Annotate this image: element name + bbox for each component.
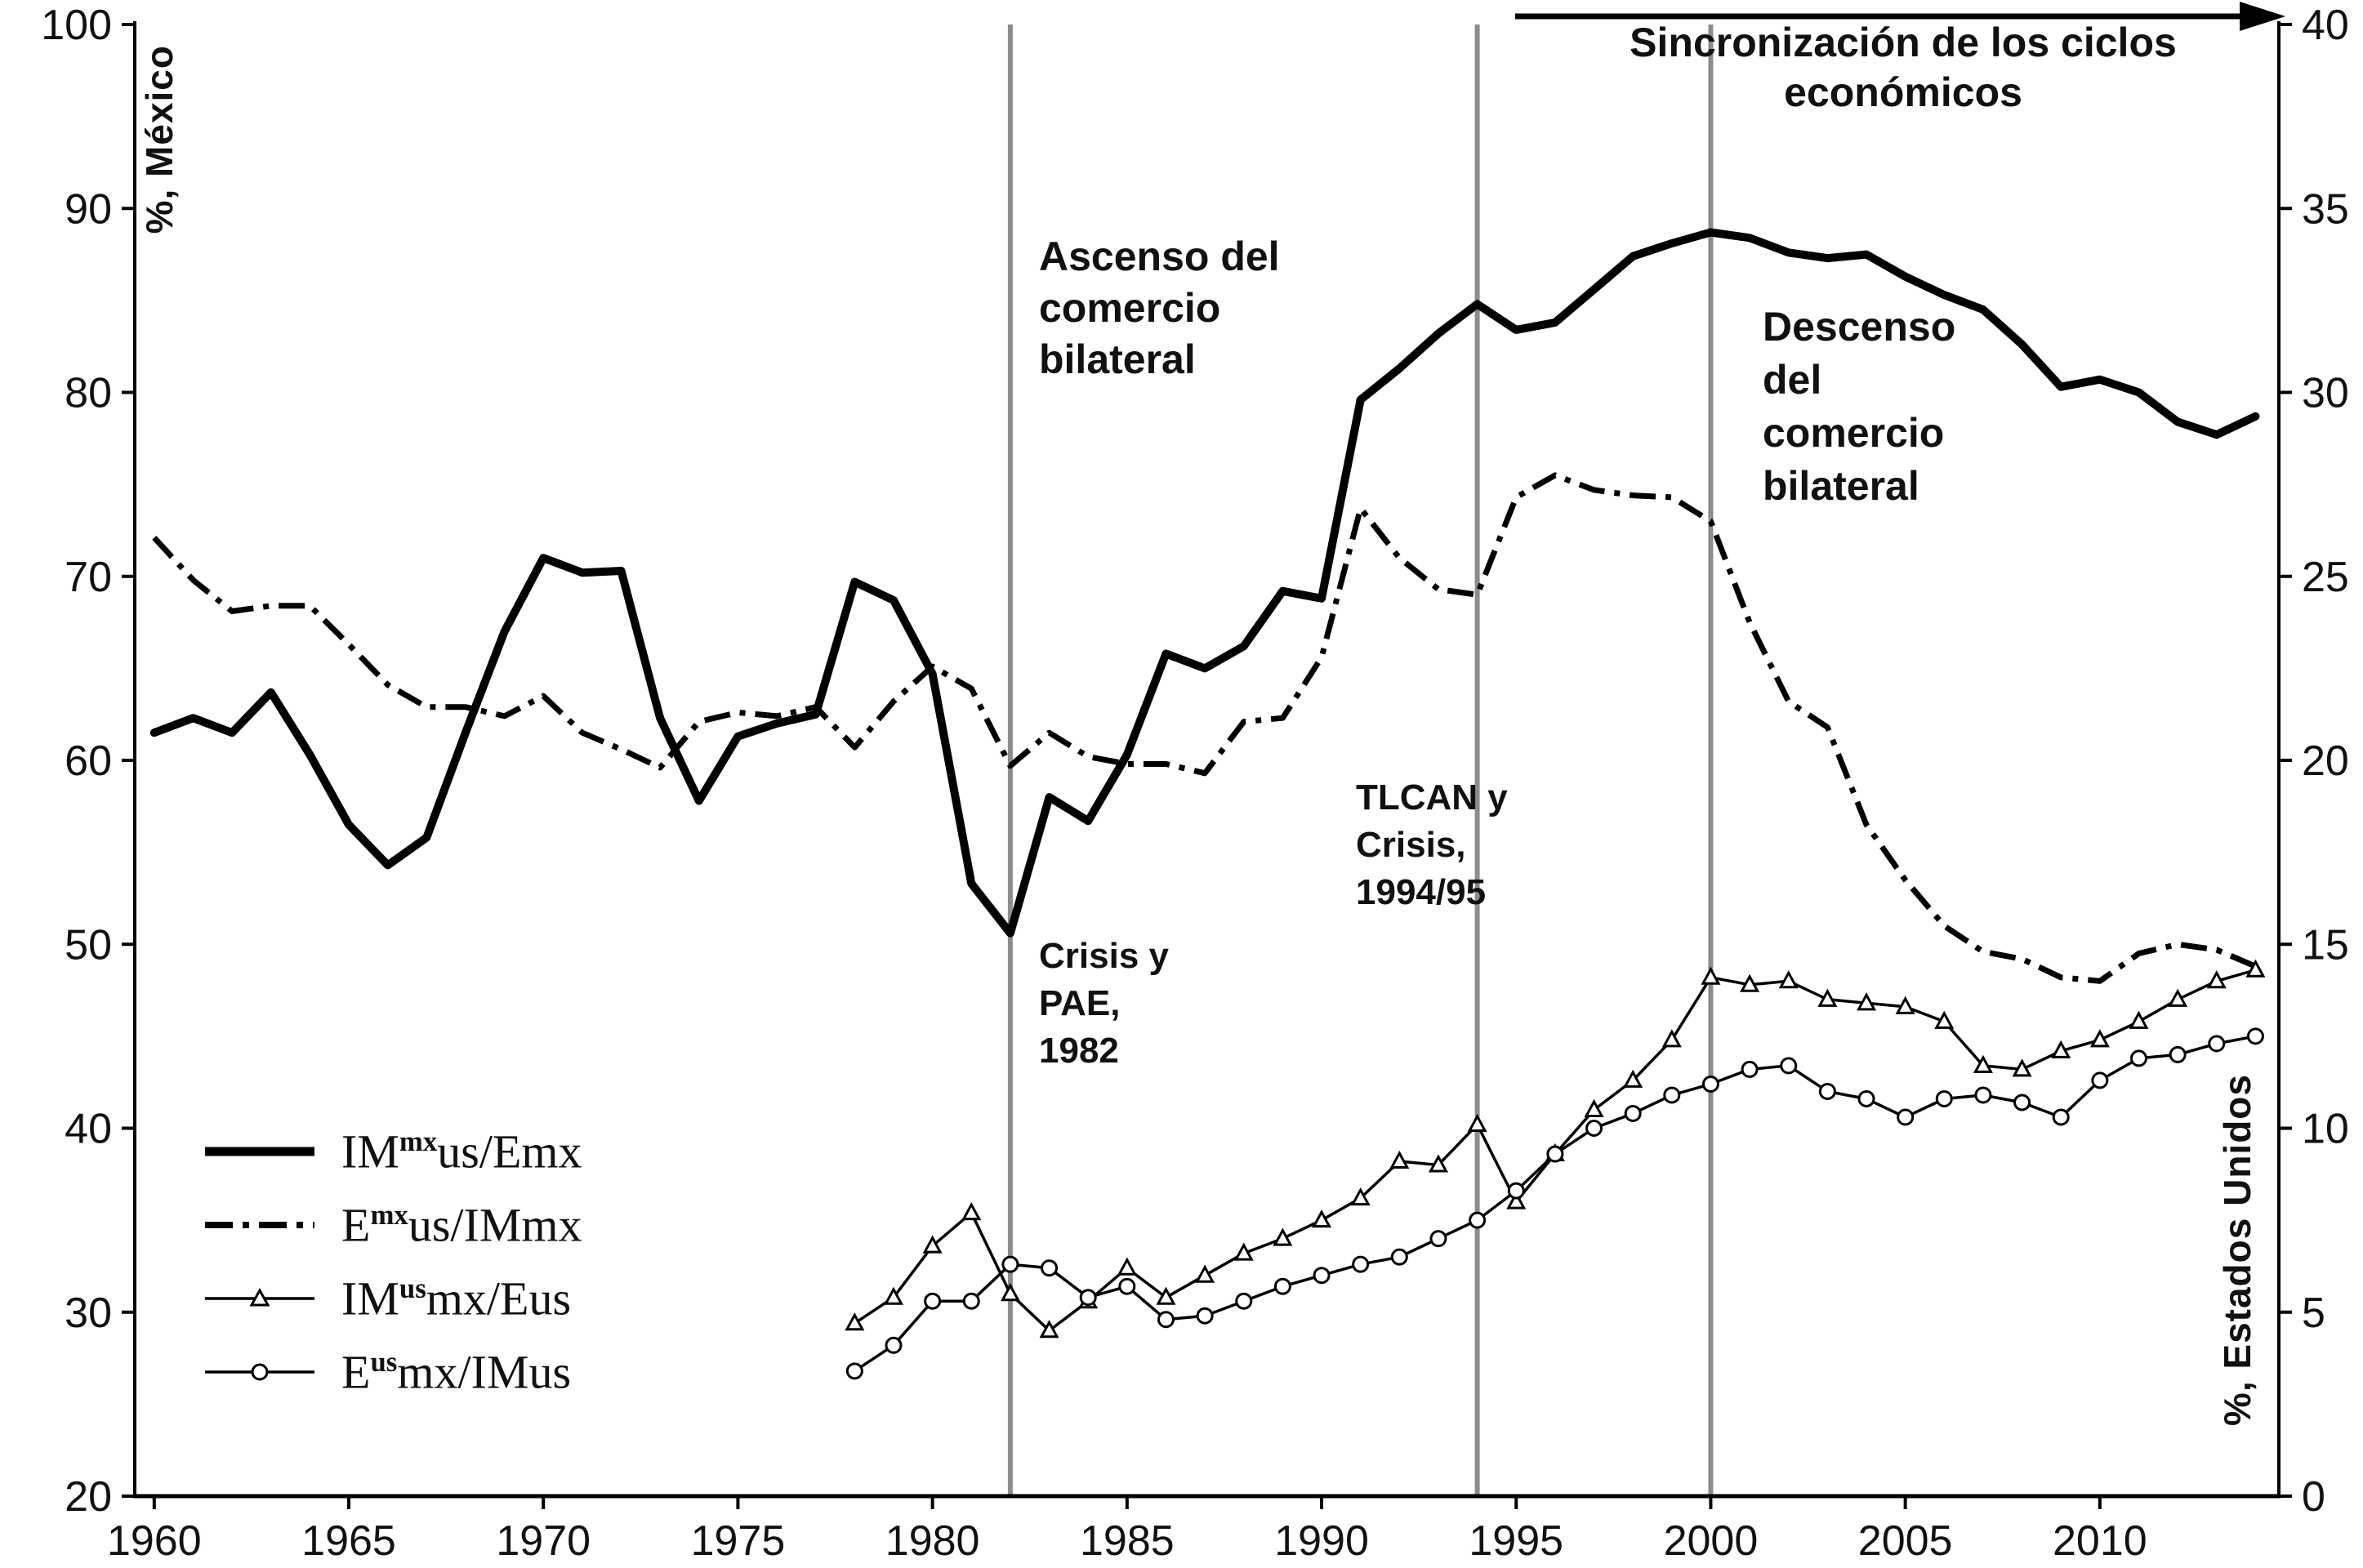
svg-text:1965: 1965 bbox=[301, 1517, 396, 1565]
legend-label: IMmxus/Emx bbox=[341, 1125, 582, 1178]
right-axis-title: %, Estados Unidos bbox=[2216, 1074, 2258, 1427]
svg-text:70: 70 bbox=[65, 554, 112, 601]
svg-text:100: 100 bbox=[41, 2, 112, 49]
annotation-ascenso-comercio: Ascenso del comercio bilateral bbox=[1039, 234, 1280, 382]
svg-text:80: 80 bbox=[65, 370, 112, 417]
svg-text:1985: 1985 bbox=[1080, 1517, 1175, 1565]
svg-text:2005: 2005 bbox=[1858, 1517, 1953, 1565]
legend-label-post: mx/Eus bbox=[426, 1272, 572, 1325]
triangle-marker-line-icon bbox=[203, 1288, 317, 1309]
svg-text:1990: 1990 bbox=[1274, 1517, 1369, 1565]
svg-text:20: 20 bbox=[2302, 737, 2349, 785]
svg-text:2000: 2000 bbox=[1664, 1517, 1759, 1565]
legend-label-sup: us bbox=[370, 1345, 398, 1378]
annotation-tlcan-crisis-1994-95: TLCAN y Crisis, 1994/95 bbox=[1356, 777, 1508, 913]
svg-text:35: 35 bbox=[2302, 185, 2349, 233]
legend-item-eusmx-imus: Eusmx/IMus bbox=[203, 1346, 582, 1398]
left-axis-title: %, México bbox=[138, 45, 181, 234]
svg-text:0: 0 bbox=[2302, 1473, 2325, 1521]
thick-solid-line-icon bbox=[203, 1141, 317, 1162]
legend-label-post: us/Emx bbox=[437, 1125, 582, 1178]
svg-text:50: 50 bbox=[65, 921, 112, 969]
svg-text:20: 20 bbox=[65, 1473, 112, 1521]
svg-text:5: 5 bbox=[2302, 1290, 2325, 1337]
legend-label-pre: IM bbox=[341, 1272, 399, 1325]
svg-text:1995: 1995 bbox=[1469, 1517, 1563, 1565]
svg-text:40: 40 bbox=[65, 1106, 112, 1153]
legend-label-sup: mx bbox=[399, 1125, 438, 1157]
svg-text:60: 60 bbox=[65, 737, 112, 785]
legend-label-pre: IM bbox=[341, 1125, 399, 1178]
dash-dot-line-icon bbox=[203, 1214, 317, 1236]
svg-text:10: 10 bbox=[2302, 1106, 2349, 1153]
circle-marker-line-icon bbox=[203, 1361, 317, 1383]
annotation-crisis-pae-1982: Crisis y PAE, 1982 bbox=[1039, 936, 1169, 1071]
svg-text:30: 30 bbox=[2302, 370, 2349, 417]
legend-label-pre: E bbox=[341, 1198, 371, 1252]
svg-text:2010: 2010 bbox=[2053, 1517, 2147, 1565]
svg-text:1975: 1975 bbox=[691, 1517, 786, 1565]
legend-label-post: mx/IMus bbox=[397, 1345, 572, 1399]
svg-text:1960: 1960 bbox=[107, 1517, 202, 1565]
svg-text:90: 90 bbox=[65, 185, 112, 233]
svg-text:15: 15 bbox=[2302, 921, 2349, 969]
svg-text:1980: 1980 bbox=[885, 1517, 980, 1565]
legend-item-imusmx-eus: IMusmx/Eus bbox=[203, 1272, 582, 1325]
legend-label: Eusmx/IMus bbox=[341, 1348, 571, 1396]
legend-label-sup: us bbox=[399, 1272, 426, 1304]
annotation-descenso-comercio: Descenso del comercio bilateral bbox=[1763, 304, 1956, 509]
annotation-sincronizacion: Sincronización de los ciclos económicos bbox=[1630, 20, 2177, 115]
svg-text:40: 40 bbox=[2302, 2, 2349, 49]
legend-label-sup: mx bbox=[370, 1198, 408, 1231]
legend-label-post: us/IMmx bbox=[408, 1198, 582, 1252]
svg-text:25: 25 bbox=[2302, 554, 2349, 601]
legend-item-emxus-immx: Emxus/IMmx bbox=[203, 1199, 582, 1251]
legend-label-pre: E bbox=[341, 1345, 371, 1399]
svg-text:1970: 1970 bbox=[496, 1517, 591, 1565]
legend-item-immxus-emx: IMmxus/Emx bbox=[203, 1125, 582, 1178]
legend: IMmxus/Emx Emxus/IMmx IMusmx/Eus Eusmx/I… bbox=[203, 1125, 582, 1398]
legend-label: Emxus/IMmx bbox=[341, 1198, 582, 1252]
svg-text:30: 30 bbox=[65, 1290, 112, 1337]
legend-label: IMusmx/Eus bbox=[341, 1272, 572, 1325]
